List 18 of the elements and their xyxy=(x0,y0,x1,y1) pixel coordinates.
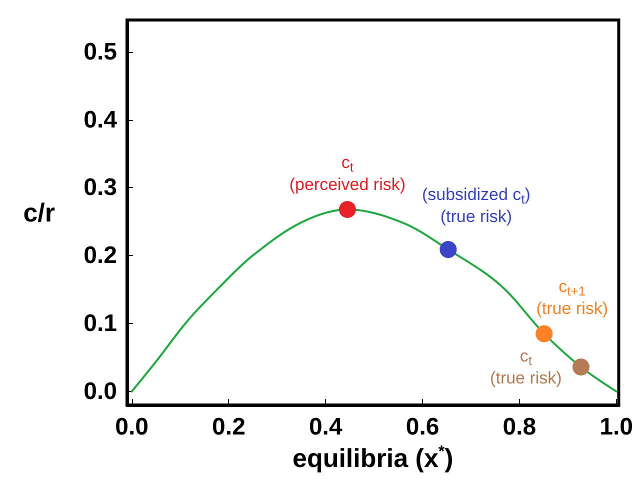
point xyxy=(572,358,590,376)
x-tick-label: 0.0 xyxy=(115,414,149,440)
x-axis-title: equilibria (x*) xyxy=(292,442,454,473)
point xyxy=(338,200,356,218)
point xyxy=(536,325,553,342)
x-tick-label: 0.4 xyxy=(308,414,343,440)
y-tick-label: 0.3 xyxy=(84,174,117,202)
y-tick-label: 0.4 xyxy=(84,106,118,134)
x-tick-label: 0.8 xyxy=(502,414,536,440)
y-axis-title: c/r xyxy=(23,198,55,228)
x-tick-label: 0.6 xyxy=(406,414,440,440)
y-tick-label: 0.2 xyxy=(84,242,117,270)
y-tick-label: 0.0 xyxy=(84,378,117,405)
y-tick-label: 0.1 xyxy=(84,310,117,338)
y-tick-label: 0.5 xyxy=(84,38,117,66)
x-tick-label: 0.2 xyxy=(212,414,246,440)
point xyxy=(440,241,457,258)
x-tick-label: 1.0 xyxy=(600,414,634,440)
